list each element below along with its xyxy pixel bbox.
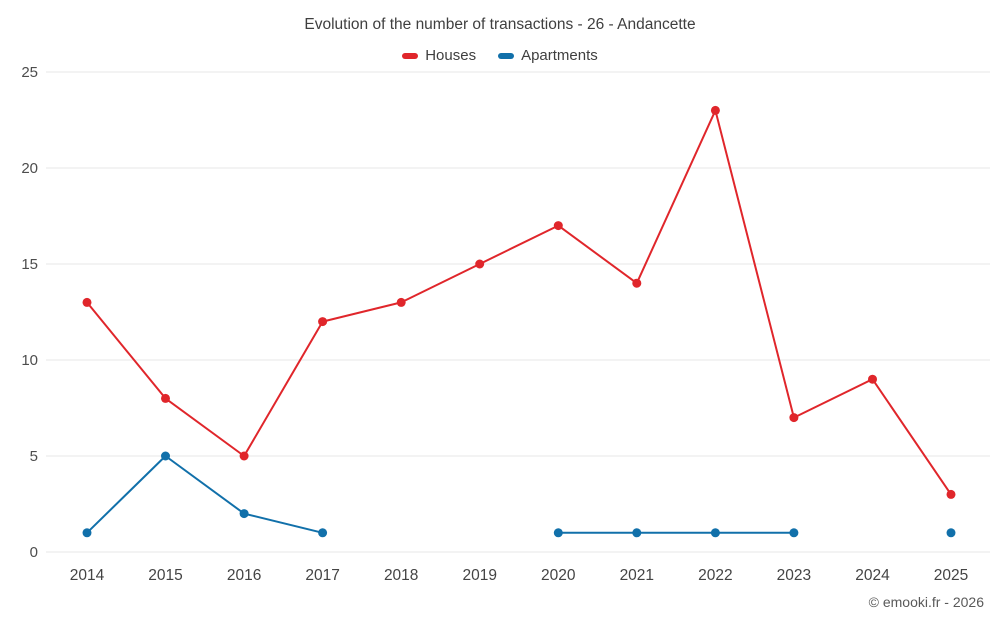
apartments-legend-label: Apartments: [521, 47, 598, 64]
houses-data-point[interactable]: [161, 393, 170, 403]
apartments-data-point[interactable]: [82, 528, 92, 538]
apartments-legend-marker: [498, 52, 515, 59]
x-tick-label: 2020: [541, 567, 576, 584]
x-tick-label: 2023: [777, 567, 811, 584]
x-tick-label: 2019: [462, 567, 496, 584]
chart-legend: Houses Apartments: [0, 47, 1000, 64]
houses-data-point[interactable]: [868, 374, 877, 384]
apartments-series-line: [87, 456, 951, 533]
y-tick-label: 25: [21, 64, 38, 81]
houses-data-point[interactable]: [946, 489, 956, 499]
x-tick-label: 2021: [620, 567, 654, 584]
houses-data-point[interactable]: [475, 259, 485, 269]
houses-legend-marker: [402, 52, 419, 59]
houses-series-line: [86, 109, 952, 496]
x-tick-label: 2018: [384, 567, 418, 584]
apartments-data-point[interactable]: [632, 528, 642, 538]
y-tick-label: 10: [21, 352, 38, 369]
houses-data-point[interactable]: [553, 221, 563, 231]
legend-item-houses[interactable]: Houses: [402, 47, 476, 64]
houses-data-point[interactable]: [789, 413, 799, 423]
apartments-data-point[interactable]: [318, 528, 328, 538]
x-tick-label: 2025: [934, 567, 968, 584]
houses-data-point[interactable]: [710, 105, 720, 115]
x-tick-label: 2016: [227, 567, 261, 584]
houses-data-point[interactable]: [632, 278, 642, 288]
apartments-data-point[interactable]: [553, 528, 563, 538]
y-tick-label: 15: [21, 256, 38, 273]
houses-data-point[interactable]: [396, 297, 406, 307]
apartments-data-point[interactable]: [239, 509, 249, 519]
y-tick-label: 20: [21, 160, 38, 177]
x-tick-label: 2022: [698, 567, 732, 584]
x-tick-label: 2014: [70, 567, 105, 584]
x-tick-label: 2024: [855, 567, 890, 584]
y-tick-label: 5: [30, 448, 38, 465]
houses-data-point[interactable]: [318, 317, 328, 327]
houses-data-point[interactable]: [239, 451, 249, 461]
houses-data-point[interactable]: [82, 297, 92, 307]
apartments-data-point[interactable]: [710, 528, 720, 538]
chart-title: Evolution of the number of transactions …: [304, 16, 696, 33]
copyright-credit: © emooki.fr - 2026: [868, 594, 984, 610]
x-tick-label: 2017: [305, 567, 339, 584]
legend-item-apartments[interactable]: Apartments: [498, 47, 598, 64]
apartments-data-point[interactable]: [946, 528, 956, 538]
y-tick-label: 0: [30, 544, 38, 561]
apartments-data-point[interactable]: [161, 451, 170, 461]
apartments-data-point[interactable]: [789, 528, 799, 538]
houses-legend-label: Houses: [425, 47, 477, 64]
x-tick-label: 2015: [148, 567, 182, 584]
